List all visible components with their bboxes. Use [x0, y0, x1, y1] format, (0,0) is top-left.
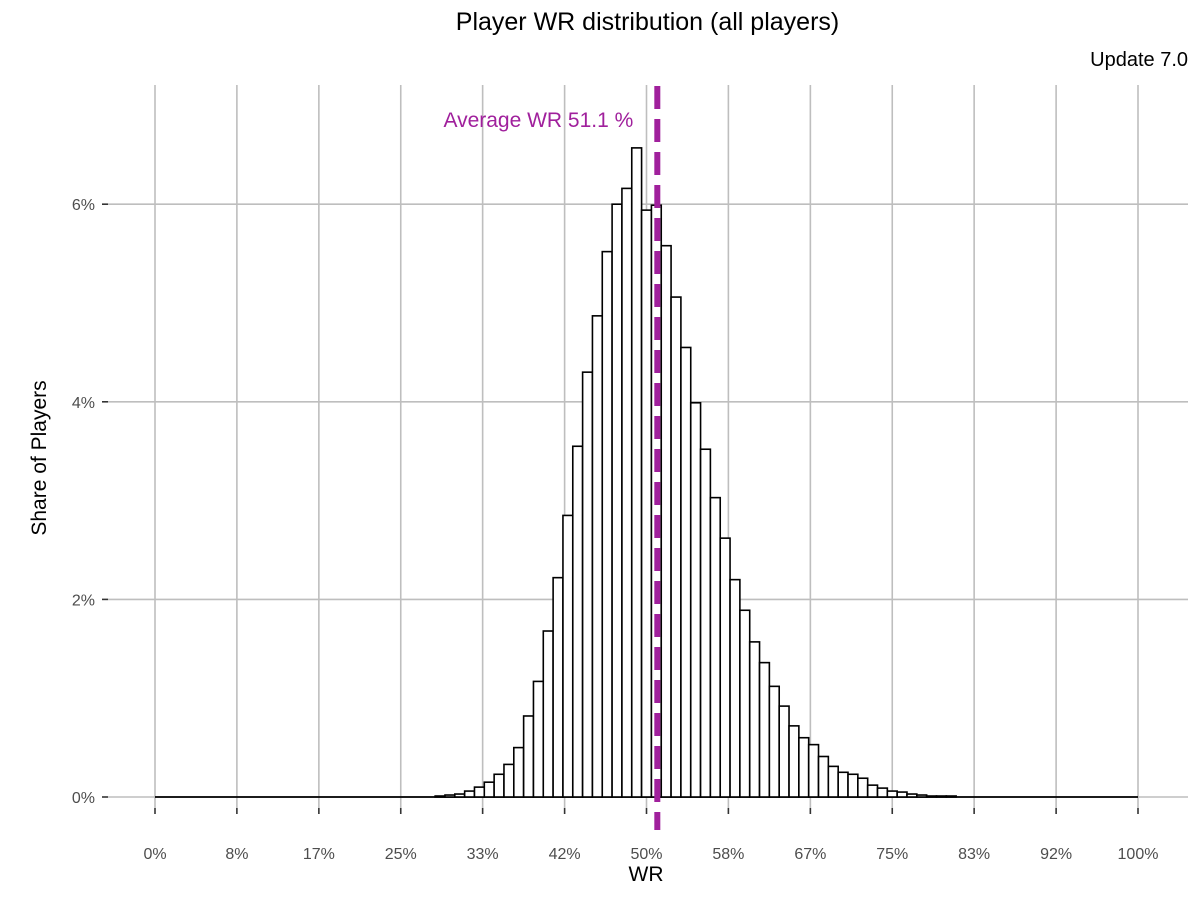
- histogram-bar: [748, 641, 761, 798]
- histogram-bar: [562, 514, 574, 798]
- histogram-bar: [552, 576, 564, 798]
- x-tick-label: 75%: [876, 846, 908, 863]
- histogram-bar: [483, 781, 495, 798]
- histogram-bar: [532, 680, 545, 798]
- x-tick-label: 17%: [303, 846, 335, 863]
- histogram-bar: [463, 790, 476, 798]
- x-axis-title: WR: [628, 863, 664, 886]
- histogram-bar: [660, 244, 672, 798]
- histogram-bar: [719, 537, 731, 798]
- histogram-bar: [876, 787, 889, 798]
- histogram-bar: [906, 793, 918, 798]
- histogram-bar: [768, 685, 781, 798]
- histogram-bar: [817, 755, 830, 798]
- histogram-bar: [689, 401, 702, 798]
- average-wr-label: Average WR 51.1 %: [443, 109, 633, 132]
- histogram-bar: [758, 661, 771, 798]
- histogram-bar: [621, 187, 633, 798]
- x-tick-label: 0%: [143, 846, 166, 863]
- histogram-bar: [857, 777, 869, 798]
- histogram-bar: [591, 315, 604, 798]
- x-tick-label: 58%: [712, 846, 744, 863]
- histogram-bar: [788, 725, 800, 798]
- histogram-bar: [493, 773, 505, 798]
- histogram-bar: [640, 209, 653, 798]
- x-tick-label: 50%: [630, 846, 662, 863]
- histogram-bar: [454, 793, 466, 798]
- histogram-bar: [916, 794, 928, 798]
- histogram-bar: [522, 715, 535, 798]
- y-tick-label: 6%: [72, 197, 95, 214]
- histogram-bar: [512, 746, 525, 798]
- chart-caption: Update 7.0: [1090, 49, 1188, 71]
- x-tick-label: 83%: [958, 846, 990, 863]
- histogram-bar: [798, 736, 810, 798]
- histogram-bar: [886, 790, 898, 798]
- x-tick-label: 92%: [1040, 846, 1072, 863]
- histogram-bar: [945, 795, 957, 798]
- histogram-bar: [630, 147, 643, 798]
- histogram-bar: [847, 773, 859, 798]
- histogram-bar: [837, 771, 849, 798]
- histogram-bar: [670, 296, 682, 798]
- histogram-bar: [473, 786, 486, 798]
- histogram-bar: [935, 795, 948, 798]
- histogram-bar: [925, 795, 938, 798]
- x-tick-label: 33%: [467, 846, 499, 863]
- x-tick-label: 100%: [1118, 846, 1159, 863]
- histogram-bar: [571, 445, 584, 798]
- histogram-bar: [542, 630, 554, 798]
- histogram-bar: [444, 794, 456, 798]
- histogram-bar: [503, 763, 515, 798]
- y-tick-label: 0%: [72, 790, 95, 807]
- histogram-bar: [827, 765, 839, 798]
- reference-line-layer: Average WR 51.1 %: [443, 86, 661, 830]
- histogram-bar: [699, 448, 712, 798]
- histogram-bar: [739, 609, 751, 798]
- y-tick-label: 4%: [72, 395, 95, 412]
- axis-layer: 0% 8% 17% 25% 33% 42% 50% 58% 67% 75% 83% 92% 100% 0%…: [72, 197, 1159, 863]
- x-tick-label: 8%: [225, 846, 248, 863]
- histogram-bar: [866, 784, 879, 798]
- histogram-bars: [155, 147, 1138, 798]
- chart-title: Player WR distribution (all players): [455, 8, 840, 36]
- histogram-bar: [434, 795, 446, 798]
- histogram-bar: [896, 791, 908, 798]
- histogram-bar: [778, 705, 790, 798]
- histogram-bar: [601, 250, 613, 798]
- x-tick-label: 25%: [385, 846, 417, 863]
- histogram-bar: [680, 346, 692, 798]
- x-tick-label: 67%: [794, 846, 826, 863]
- y-tick-label: 2%: [72, 592, 95, 609]
- histogram-bar: [709, 496, 722, 798]
- histogram-bar: [581, 371, 594, 798]
- histogram-bar: [611, 203, 623, 798]
- histogram-bar: [807, 743, 820, 798]
- x-tick-label: 42%: [549, 846, 581, 863]
- histogram-bar: [729, 578, 741, 798]
